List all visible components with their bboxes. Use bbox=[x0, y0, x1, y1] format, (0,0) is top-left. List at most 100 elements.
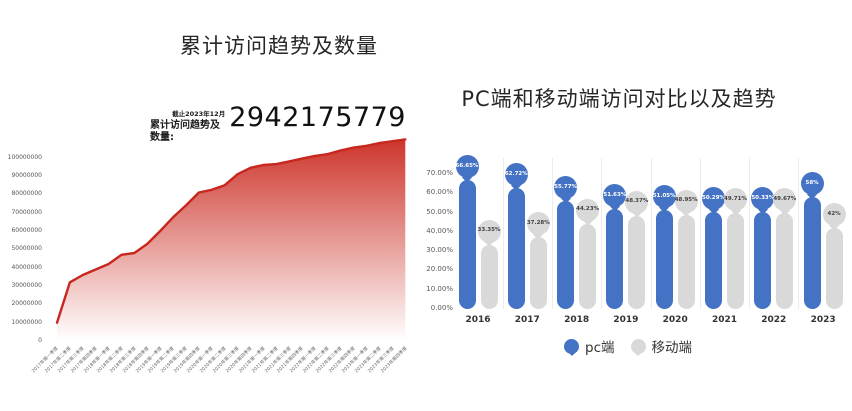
pc-bar-2018[interactable] bbox=[557, 201, 575, 309]
area-x-tick: 2019年第三季度 bbox=[160, 346, 189, 375]
legend-item-移动端[interactable]: 移动端 bbox=[630, 336, 693, 356]
bar-y-tick: 60.00% bbox=[426, 188, 453, 197]
pc-value-label-2019: 51.63% bbox=[603, 184, 627, 208]
mobile-bar-2019[interactable] bbox=[628, 215, 646, 309]
stat-label: 累计访问趋势及数量: bbox=[150, 119, 220, 143]
bar-y-tick: 20.00% bbox=[426, 265, 453, 274]
pc-value-label-2020: 51.05% bbox=[652, 185, 676, 209]
pc-bar-2021[interactable] bbox=[705, 211, 722, 309]
legend-marker-icon bbox=[630, 338, 646, 354]
area-series-line[interactable] bbox=[55, 138, 407, 324]
bar-x-tick: 2020 bbox=[662, 315, 688, 325]
area-y-tick: 80000000 bbox=[11, 190, 42, 198]
area-chart: 0 10000000 20000000 30000000 40000000 5000000… bbox=[4, 133, 414, 395]
area-x-tick: 2022年第三季度 bbox=[315, 346, 344, 375]
mobile-bar-2020[interactable] bbox=[677, 214, 695, 309]
group-separator bbox=[749, 158, 751, 309]
mobile-value-label-2023: 42% bbox=[822, 202, 846, 226]
area-x-tick: 2022年第一季度 bbox=[289, 346, 318, 375]
area-x-tick: 2020年第三季度 bbox=[212, 346, 241, 375]
area-x-tick: 2022年第四季度 bbox=[328, 346, 357, 375]
area-x-tick: 2023年第一季度 bbox=[341, 346, 370, 375]
right-chart-title: PC端和移动端访问对比以及趋势 bbox=[461, 87, 777, 111]
group-separator bbox=[502, 158, 504, 309]
pc-bar-2020[interactable] bbox=[655, 210, 673, 309]
bar-x-axis: 2016 2017 2018 2019 2020 2021 2022 2023 bbox=[426, 0, 852, 411]
pc-bar-2023[interactable] bbox=[803, 197, 821, 309]
area-x-tick: 2019年第一季度 bbox=[134, 346, 164, 375]
area-x-tick: 2021年第四季度 bbox=[276, 346, 305, 375]
mobile-value-label-2016: 33.35% bbox=[477, 219, 501, 243]
bar-x-tick: 2018 bbox=[564, 315, 590, 325]
pc-bar-2016[interactable] bbox=[458, 180, 476, 309]
area-x-tick: 2019年第四季度 bbox=[173, 346, 202, 375]
group-separator bbox=[601, 158, 603, 309]
area-x-tick: 2017年第四季度 bbox=[70, 346, 99, 375]
area-y-tick: 0 bbox=[38, 337, 42, 344]
legend-label: 移动端 bbox=[651, 340, 693, 356]
area-x-tick: 2018年第一季度 bbox=[83, 346, 112, 375]
area-x-tick: 2018年第二季度 bbox=[96, 346, 125, 375]
mobile-value-label-2020: 48.95% bbox=[674, 189, 698, 213]
area-y-tick: 10000000 bbox=[11, 318, 42, 326]
legend-label: pc端 bbox=[585, 340, 615, 356]
bar-y-tick: 40.00% bbox=[426, 226, 453, 235]
pc-value-label-2021: 50.29% bbox=[702, 186, 725, 210]
bar-y-tick: 50.00% bbox=[426, 207, 453, 216]
pc-bar-2022[interactable] bbox=[754, 211, 772, 309]
area-y-tick: 60000000 bbox=[11, 227, 42, 235]
mobile-bar-2017[interactable] bbox=[529, 237, 547, 309]
area-y-axis: 0 10000000 20000000 30000000 40000000 5000000… bbox=[4, 133, 46, 345]
area-y-tick: 100000000 bbox=[7, 153, 42, 161]
area-x-tick: 2020年第四季度 bbox=[225, 346, 254, 375]
bar-plot: 66.65% 33.35% 62.72% 37.28% 55.77% 44.23% 51.6… bbox=[426, 0, 852, 411]
pc-value-label-2018: 55.77% bbox=[554, 176, 578, 200]
area-x-tick: 2019年第二季度 bbox=[147, 346, 176, 375]
bar-x-tick: 2021 bbox=[711, 315, 738, 325]
area-y-tick: 70000000 bbox=[11, 208, 42, 216]
mobile-value-label-2018: 44.23% bbox=[576, 198, 600, 222]
cumulative-stat: 截止2023年12月 累计访问趋势及数量: 2942175779 bbox=[150, 104, 406, 144]
group-separator bbox=[699, 158, 701, 309]
area-y-tick: 40000000 bbox=[11, 263, 42, 271]
pc-value-label-2022: 50.33% bbox=[751, 186, 775, 210]
pc-bar-2019[interactable] bbox=[606, 209, 624, 309]
pc-value-label-2016: 66.65% bbox=[455, 155, 479, 179]
group-separator bbox=[650, 158, 652, 309]
mobile-value-label-2019: 48.37% bbox=[625, 190, 649, 214]
mobile-bar-2022[interactable] bbox=[776, 213, 794, 309]
area-x-tick: 2023年第四季度 bbox=[380, 346, 409, 375]
area-x-tick: 2021年第一季度 bbox=[238, 346, 267, 375]
area-y-tick: 90000000 bbox=[11, 172, 42, 180]
mobile-bar-2016[interactable] bbox=[480, 244, 498, 309]
stat-date-note: 截止2023年12月 bbox=[172, 110, 226, 118]
area-x-tick: 2017年第三季度 bbox=[57, 346, 86, 375]
mobile-bar-2018[interactable] bbox=[579, 223, 597, 309]
area-x-tick: 2018年第三季度 bbox=[109, 346, 138, 375]
bar-separators bbox=[426, 0, 852, 411]
bar-y-tick: 30.00% bbox=[426, 246, 453, 255]
bar-y-tick: 10.00% bbox=[426, 284, 453, 293]
pc-mobile-panel: PC端和移动端访问对比以及趋势 0.00% 10.00% 20.00% 30.00% 4… bbox=[426, 0, 852, 411]
legend-item-pc端[interactable]: pc端 bbox=[564, 336, 615, 356]
area-x-tick: 2021年第三季度 bbox=[263, 346, 293, 375]
area-x-tick: 2020年第二季度 bbox=[199, 346, 228, 375]
bar-x-tick: 2019 bbox=[613, 315, 639, 325]
area-y-tick: 50000000 bbox=[11, 245, 42, 253]
pc-bar-2017[interactable] bbox=[507, 187, 525, 309]
mobile-bar-2021[interactable] bbox=[727, 213, 744, 309]
bar-y-tick: 0.00% bbox=[430, 304, 453, 312]
cumulative-visits-panel: 累计访问趋势及数量 截止2023年12月 累计访问趋势及数量: 29421757… bbox=[4, 34, 414, 395]
area-x-tick: 2021年第二季度 bbox=[251, 346, 280, 375]
pc-value-label-2023: 58% bbox=[800, 172, 824, 196]
bar-x-tick: 2017 bbox=[514, 315, 540, 325]
bar-x-tick: 2016 bbox=[465, 315, 491, 325]
group-separator bbox=[798, 158, 800, 309]
mobile-value-label-2021: 49.71% bbox=[724, 188, 747, 212]
area-series-fill[interactable] bbox=[57, 139, 406, 341]
legend: pc端 移动端 bbox=[426, 334, 830, 358]
mobile-bar-2023[interactable] bbox=[825, 227, 843, 309]
area-chart-svg[interactable] bbox=[50, 133, 408, 345]
legend-marker-icon bbox=[564, 338, 579, 354]
group-separator bbox=[551, 158, 553, 309]
